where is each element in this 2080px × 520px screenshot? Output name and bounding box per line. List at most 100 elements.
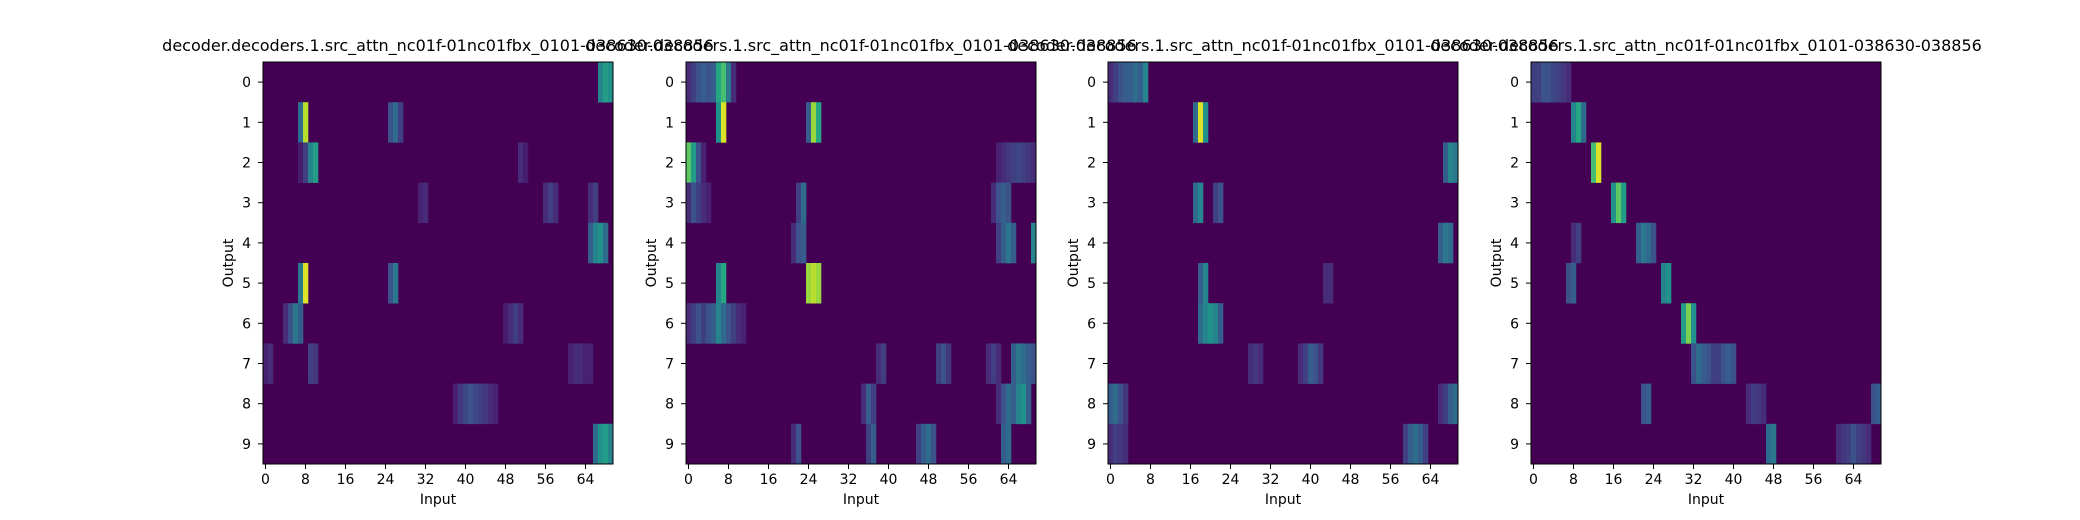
heatmap-cell [696, 142, 702, 183]
heatmap-cell [553, 182, 559, 224]
heatmap-cell [1706, 343, 1712, 384]
y-tick-label: 0 [242, 75, 251, 91]
heatmap-cell [1123, 62, 1129, 103]
y-tick-label: 2 [242, 156, 251, 172]
heatmap-cell [1408, 423, 1414, 465]
heatmap-cell [1448, 383, 1454, 425]
heatmap-cell [1876, 383, 1882, 425]
x-axis-label: Input [1688, 492, 1725, 508]
heatmap-cell [593, 423, 599, 465]
y-tick-label: 9 [1087, 437, 1096, 453]
heatmap-cell [996, 142, 1002, 183]
y-tick-label: 2 [1510, 156, 1519, 172]
heatmap-cell [691, 303, 697, 344]
heatmap-cell [1438, 222, 1444, 264]
heatmap-cell [816, 263, 822, 304]
x-tick-label: 8 [1569, 472, 1578, 488]
heatmap-cell [268, 343, 274, 384]
heatmap-cell [696, 182, 702, 224]
heatmap-cell [1308, 343, 1314, 384]
heatmap-cell [716, 303, 722, 344]
x-tick-label: 32 [1262, 472, 1280, 488]
heatmap-cell [1443, 383, 1449, 425]
heatmap-cell [691, 182, 697, 224]
y-tick-label: 0 [1087, 75, 1096, 91]
heatmap-cell [1851, 423, 1857, 465]
heatmap-cell [473, 383, 479, 425]
heatmap-cell [1248, 343, 1254, 384]
heatmap-cell [263, 343, 269, 384]
heatmap-cell [1611, 182, 1617, 224]
heatmap-cell [1576, 222, 1582, 264]
y-tick-label: 9 [665, 437, 674, 453]
x-tick-label: 56 [1382, 472, 1400, 488]
heatmap-cell [1113, 383, 1119, 425]
plot-frame [1107, 61, 1459, 465]
x-axis-label: Input [1265, 492, 1302, 508]
heatmap-cell [568, 343, 574, 384]
y-tick-label: 7 [242, 357, 251, 373]
heatmap-cell [1011, 222, 1017, 264]
heatmap-cell [1203, 263, 1209, 304]
x-axis-label: Input [843, 492, 880, 508]
heatmap-cell [298, 263, 304, 304]
heatmap-cell [811, 263, 817, 304]
heatmap-cell [1213, 182, 1219, 224]
heatmap-cell [1011, 343, 1017, 384]
heatmap-cell [1448, 222, 1454, 264]
heatmap-cell [298, 102, 304, 143]
heatmap-cell [696, 62, 702, 103]
heatmap-cell [603, 222, 609, 264]
x-tick-label: 56 [960, 472, 978, 488]
heatmap-cell [921, 423, 927, 465]
heatmap-cell [811, 102, 817, 143]
heatmap-background [263, 62, 613, 464]
heatmap-cell [1001, 142, 1007, 183]
heatmap-cell [1621, 182, 1627, 224]
y-tick-label: 0 [1510, 75, 1519, 91]
heatmap-cell [1536, 62, 1542, 103]
heatmap-cell [806, 102, 812, 143]
x-tick-label: 24 [1645, 472, 1663, 488]
heatmap-cell [1646, 383, 1652, 425]
heatmap-cell [1123, 423, 1129, 465]
heatmap-cell [1208, 303, 1214, 344]
heatmap-cell [1031, 222, 1037, 264]
heatmap-cell [791, 222, 797, 264]
y-tick-label: 8 [1087, 397, 1096, 413]
heatmap-cell [876, 343, 882, 384]
heatmap-cell [991, 343, 997, 384]
heatmap-cell [801, 222, 807, 264]
heatmap-cell [1198, 263, 1204, 304]
heatmap-cell [721, 263, 727, 304]
heatmap-panel-1: decoder.decoders.1.src_attn_nc01f-01nc01… [162, 36, 714, 508]
y-tick-label: 9 [1510, 437, 1519, 453]
heatmap-cell [1026, 343, 1032, 384]
heatmap-cell [941, 343, 947, 384]
heatmap-cell [996, 222, 1002, 264]
heatmap-cell [1716, 343, 1722, 384]
heatmap-cell [801, 182, 807, 224]
heatmap-cell [1596, 142, 1602, 183]
heatmap-cell [816, 102, 822, 143]
heatmap-cell [1016, 343, 1022, 384]
y-tick-label: 4 [1510, 236, 1519, 252]
y-tick-label: 5 [665, 276, 674, 292]
heatmap-cell [1016, 383, 1022, 425]
heatmap-cell [1006, 423, 1012, 465]
heatmap-cell [1746, 383, 1752, 425]
heatmap-cell [1198, 102, 1204, 143]
heatmap-cell [1113, 423, 1119, 465]
heatmap-cell [1118, 423, 1124, 465]
heatmap-cell [308, 343, 314, 384]
heatmap-cell [996, 383, 1002, 425]
x-tick-label: 64 [1845, 472, 1863, 488]
heatmap-cell [393, 263, 399, 304]
heatmap-cell [398, 102, 404, 143]
x-tick-label: 40 [457, 472, 475, 488]
x-tick-label: 8 [1146, 472, 1155, 488]
heatmap-cell [946, 343, 952, 384]
heatmap-cell [1846, 423, 1852, 465]
heatmap-cell [1006, 222, 1012, 264]
heatmap-cell [1026, 142, 1032, 183]
